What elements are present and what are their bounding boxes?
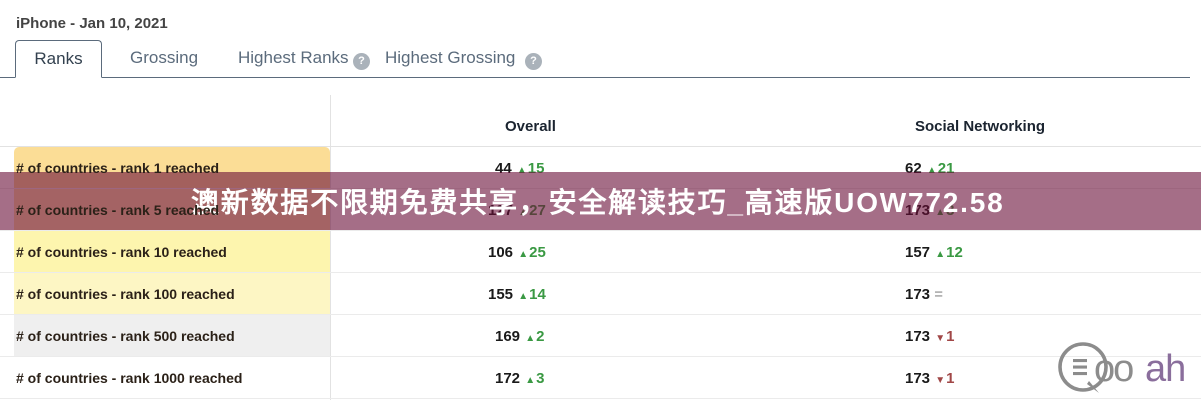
svg-text:oo: oo [1094, 348, 1133, 390]
svg-text:ah: ah [1145, 348, 1185, 390]
